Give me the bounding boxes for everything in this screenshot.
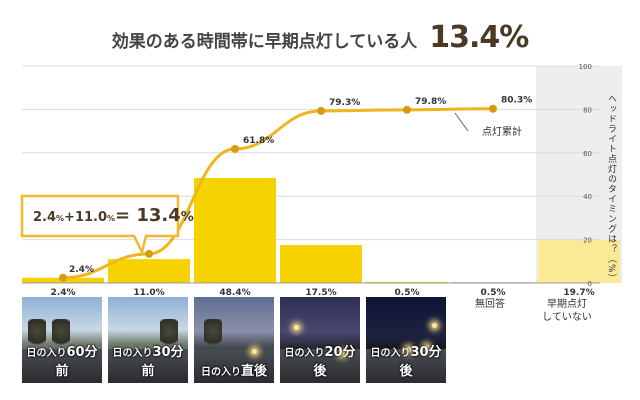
y-tick-labels: 0 20 40 60 80 100 bbox=[579, 63, 592, 288]
y-tick-label: 40 bbox=[583, 193, 592, 201]
cumulative-point-label: 61.8% bbox=[243, 136, 274, 146]
bar bbox=[452, 281, 534, 283]
chart-title: 効果のある時間帯に早期点灯している人 13.4% bbox=[0, 20, 640, 60]
cumulative-point-label: 79.3% bbox=[329, 98, 360, 108]
photo-label-time: 30分前 bbox=[141, 345, 184, 379]
photo-headlight bbox=[252, 349, 257, 354]
category-label-no-answer: 無回答 bbox=[475, 299, 505, 310]
bar-value-label: 11.0% bbox=[133, 288, 164, 298]
cumulative-point bbox=[317, 106, 325, 115]
cumulative-point bbox=[489, 104, 497, 113]
cumulative-point bbox=[59, 273, 67, 282]
bar-value-label: 17.5% bbox=[305, 288, 336, 298]
photo-label-time: 30分後 bbox=[399, 345, 442, 379]
bar bbox=[538, 240, 620, 283]
photo-label: 日の入り30分後 bbox=[366, 341, 446, 379]
photo-headlight bbox=[424, 345, 429, 350]
callout-result-unit: % bbox=[181, 210, 194, 225]
photo-streetlight bbox=[432, 323, 437, 328]
bar bbox=[280, 245, 362, 283]
category-label-not-lit-line2: していない bbox=[542, 312, 592, 323]
bar-value-label: 0.5% bbox=[395, 288, 420, 298]
photo-label: 日の入り20分後 bbox=[280, 341, 360, 379]
cumulative-point bbox=[403, 105, 411, 114]
photo-20-min-after: 日の入り20分後 bbox=[280, 297, 360, 383]
photo-label: 日の入り30分前 bbox=[108, 341, 188, 379]
photo-tree bbox=[204, 319, 222, 349]
photo-30-min-before: 日の入り30分前 bbox=[108, 297, 188, 383]
cumulative-legend: 点灯累計 bbox=[454, 112, 522, 138]
photo-tree bbox=[52, 319, 70, 349]
cumulative-line bbox=[62, 107, 494, 280]
photo-streetlight bbox=[294, 325, 299, 330]
callout-box: 2.4%+11.0%= 13.4% bbox=[20, 194, 194, 256]
photo-headlight bbox=[406, 347, 411, 352]
y-tick-label: 100 bbox=[579, 63, 592, 71]
cumulative-point bbox=[145, 249, 153, 258]
cumulative-point bbox=[231, 144, 239, 153]
cumulative-points bbox=[59, 104, 497, 282]
cumulative-line-path bbox=[62, 107, 494, 280]
y-tick-label: 0 bbox=[588, 280, 592, 288]
cumulative-point-label: 2.4% bbox=[69, 265, 94, 275]
cumulative-labels: 2.4% 61.8% 79.3% 79.8% 80.3% bbox=[69, 96, 532, 275]
legend-leader-line bbox=[454, 112, 469, 132]
bar-value-label: 48.4% bbox=[219, 288, 250, 298]
category-label-not-lit: 早期点灯 していない bbox=[534, 298, 600, 324]
bar bbox=[366, 281, 448, 283]
photo-road bbox=[194, 349, 274, 383]
photo-road bbox=[280, 349, 360, 383]
photo-just-after-sunset: 日の入り直後 bbox=[194, 297, 274, 383]
photo-label-prefix: 日の入り bbox=[200, 367, 241, 378]
y-tick-label: 60 bbox=[583, 150, 592, 158]
bar-value-label: 0.5% bbox=[481, 288, 506, 298]
photo-60-min-before: 日の入り60分前 bbox=[22, 297, 102, 383]
photo-label-prefix: 日の入り bbox=[26, 348, 67, 359]
legend-label: 点灯累計 bbox=[482, 125, 522, 138]
y-axis-title: ヘッドライト点灯のタイミングは？（%） bbox=[606, 94, 616, 284]
photo-tree bbox=[160, 319, 178, 349]
bar bbox=[108, 259, 190, 283]
photo-road bbox=[108, 349, 188, 383]
photo-road bbox=[22, 349, 102, 383]
photo-label-prefix: 日の入り bbox=[370, 348, 411, 359]
photo-30-min-after: 日の入り30分後 bbox=[366, 297, 446, 383]
photo-label-time: 60分前 bbox=[55, 345, 98, 379]
callout-unit-2: % bbox=[107, 214, 115, 223]
callout-result: = 13.4 bbox=[115, 205, 181, 226]
photo-label: 日の入り60分前 bbox=[22, 341, 102, 379]
photo-label-time: 直後 bbox=[240, 364, 267, 379]
bar bbox=[194, 177, 276, 283]
bar-value-label: 2.4% bbox=[51, 288, 76, 298]
photo-road bbox=[366, 349, 446, 383]
photo-label-prefix: 日の入り bbox=[112, 348, 153, 359]
photo-label: 日の入り直後 bbox=[194, 360, 274, 379]
callout-border bbox=[20, 194, 180, 256]
bar-value-labels: 2.4% 11.0% 48.4% 17.5% 0.5% 0.5% 19.7% bbox=[51, 288, 595, 298]
callout-term-1: 2.4 bbox=[33, 210, 56, 225]
cumulative-point-label: 80.3% bbox=[501, 96, 532, 106]
bar-value-label: 19.7% bbox=[563, 288, 594, 298]
chart-title-highlight: 13.4% bbox=[429, 20, 529, 55]
y-tick-label: 80 bbox=[583, 106, 592, 114]
photo-tree bbox=[28, 319, 46, 349]
photo-label-prefix: 日の入り bbox=[284, 348, 325, 359]
photo-label-time: 20分後 bbox=[313, 345, 356, 379]
chart-title-main: 効果のある時間帯に早期点灯している人 bbox=[111, 32, 418, 52]
cumulative-point-label: 79.8% bbox=[415, 97, 446, 107]
callout-formula: 2.4%+11.0%= 13.4% bbox=[33, 205, 194, 226]
category-label-not-lit-line1: 早期点灯 bbox=[547, 299, 587, 310]
y-tick-label: 20 bbox=[583, 237, 592, 245]
callout-unit-1: % bbox=[56, 214, 64, 223]
callout-term-2: +11.0 bbox=[64, 210, 107, 225]
photo-headlight bbox=[340, 351, 345, 356]
